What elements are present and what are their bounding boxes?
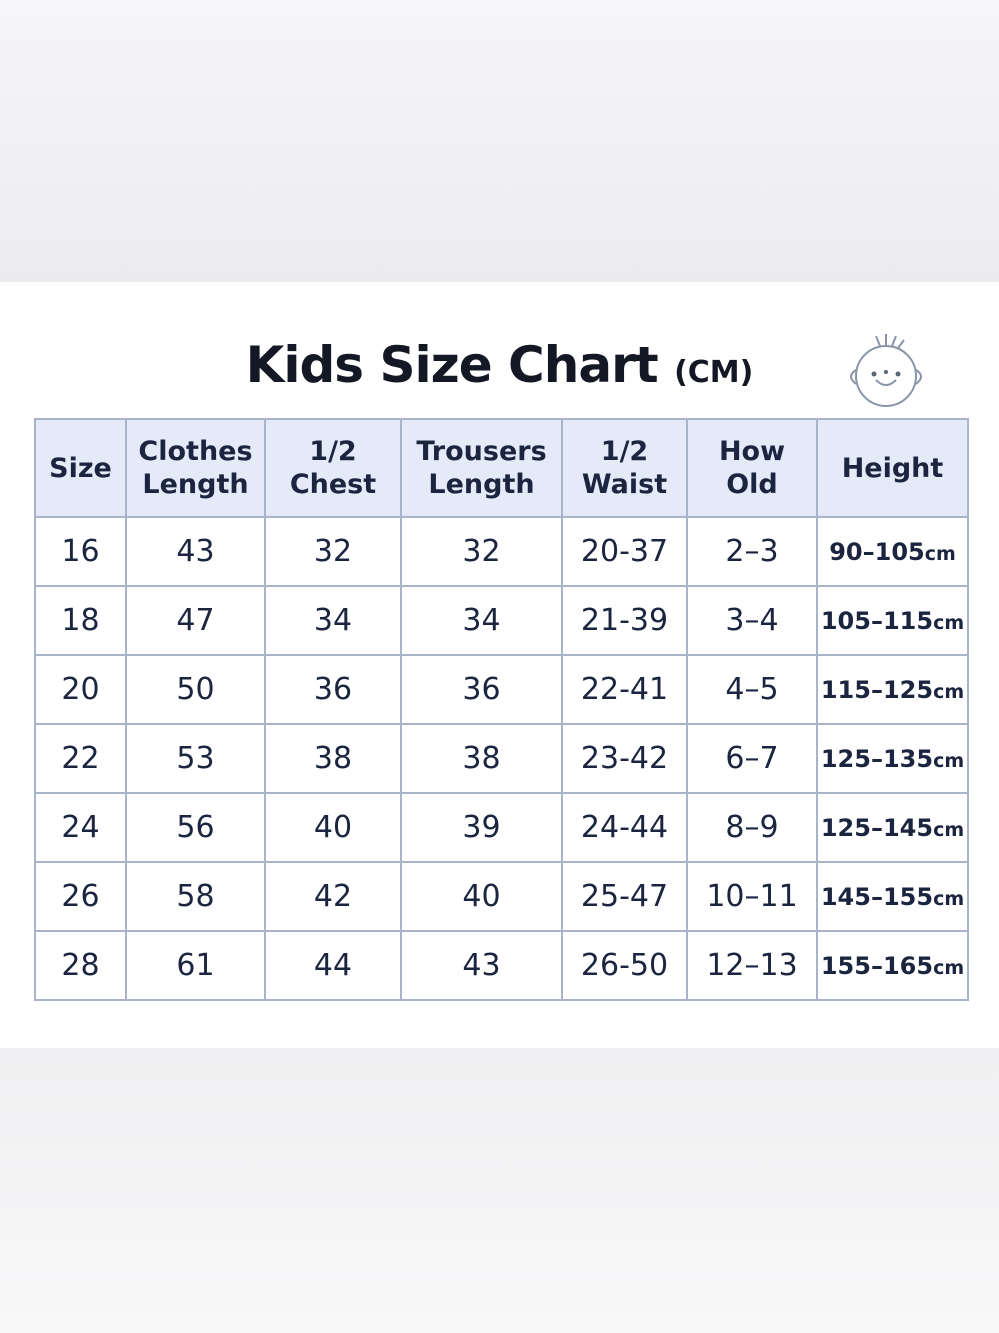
table-cell: 26: [34, 861, 127, 932]
header-line: Length: [428, 469, 535, 500]
column-header: Height: [816, 418, 969, 518]
table-cell: 44: [264, 930, 402, 1001]
height-range: 155–165: [820, 951, 934, 980]
table-cell: 16: [34, 516, 127, 587]
table-cell: 22-41: [561, 654, 688, 725]
table-cell: 43: [125, 516, 266, 587]
table-cell: 32: [264, 516, 402, 587]
table-cell: 36: [264, 654, 402, 725]
height-unit: cm: [933, 749, 965, 772]
header-line: Chest: [289, 469, 377, 500]
title: Kids Size Chart (CM): [0, 336, 999, 394]
column-header: 1/2 Chest: [264, 418, 402, 518]
table-row: 24 56 40 39 24-44 8–9 125–145cm: [34, 792, 969, 863]
table-cell: 36: [400, 654, 563, 725]
height-range: 125–135: [820, 744, 934, 773]
table-cell: 50: [125, 654, 266, 725]
table-cell: 32: [400, 516, 563, 587]
column-header: Size: [34, 418, 127, 518]
table-cell: 22: [34, 723, 127, 794]
table-cell: 3–4: [686, 585, 818, 656]
height-range: 90–105: [829, 537, 925, 566]
table-cell: 6–7: [686, 723, 818, 794]
height-range: 145–155: [820, 882, 934, 911]
column-header: How Old: [686, 418, 818, 518]
table-cell: 10–11: [686, 861, 818, 932]
table-row: 28 61 44 43 26-50 12–13 155–165cm: [34, 930, 969, 1001]
table-row: 18 47 34 34 21-39 3–4 105–115cm: [34, 585, 969, 656]
header-line: Waist: [581, 469, 668, 500]
height-range: 125–145: [820, 813, 934, 842]
column-header: 1/2 Waist: [561, 418, 688, 518]
table-row: 22 53 38 38 23-42 6–7 125–135cm: [34, 723, 969, 794]
table-cell: 38: [400, 723, 563, 794]
height-unit: cm: [933, 956, 965, 979]
table-cell: 40: [264, 792, 402, 863]
table-cell: 20: [34, 654, 127, 725]
column-header: Clothes Length: [125, 418, 266, 518]
table-cell: 34: [264, 585, 402, 656]
height-cell: 125–145cm: [816, 792, 969, 863]
title-text: Kids Size Chart: [245, 336, 659, 394]
table-cell: 42: [264, 861, 402, 932]
baby-icon: [850, 334, 922, 407]
header-line: 1/2: [309, 436, 357, 467]
table-cell: 39: [400, 792, 563, 863]
table-cell: 40: [400, 861, 563, 932]
table-cell: 24-44: [561, 792, 688, 863]
table-cell: 47: [125, 585, 266, 656]
table-cell: 23-42: [561, 723, 688, 794]
table-row: 16 43 32 32 20-37 2–3 90–105cm: [34, 516, 969, 587]
table-cell: 18: [34, 585, 127, 656]
table-cell: 21-39: [561, 585, 688, 656]
title-unit: (CM): [674, 355, 754, 390]
table-cell: 38: [264, 723, 402, 794]
height-unit: cm: [933, 818, 965, 841]
height-cell: 115–125cm: [816, 654, 969, 725]
table-cell: 8–9: [686, 792, 818, 863]
table-cell: 25-47: [561, 861, 688, 932]
height-unit: cm: [933, 887, 965, 910]
header-line: Clothes: [138, 436, 253, 467]
height-unit: cm: [933, 680, 965, 703]
header-row: Size Clothes Length 1/2 Chest Trousers Length 1…: [34, 418, 969, 518]
table-cell: 43: [400, 930, 563, 1001]
header-line: Old: [726, 469, 778, 500]
table-cell: 26-50: [561, 930, 688, 1001]
table-cell: 2–3: [686, 516, 818, 587]
table-cell: 20-37: [561, 516, 688, 587]
height-cell: 90–105cm: [816, 516, 969, 587]
header-line: How: [718, 436, 786, 467]
height-range: 115–125: [820, 675, 934, 704]
header-line: 1/2: [600, 436, 649, 467]
header-line: Height: [841, 452, 944, 484]
table-head: Size Clothes Length 1/2 Chest Trousers Length 1…: [34, 418, 969, 518]
table-row: 20 50 36 36 22-41 4–5 115–125cm: [34, 654, 969, 725]
table-row: 26 58 42 40 25-47 10–11 145–155cm: [34, 861, 969, 932]
table-cell: 53: [125, 723, 266, 794]
table-cell: 4–5: [686, 654, 818, 725]
height-cell: 105–115cm: [816, 585, 969, 656]
height-unit: cm: [933, 611, 965, 634]
table-cell: 28: [34, 930, 127, 1001]
table-body: 16 43 32 32 20-37 2–3 90–105cm 18 47 34 34 21-39 3–4…: [34, 516, 969, 1001]
table-cell: 56: [125, 792, 266, 863]
height-cell: 155–165cm: [816, 930, 969, 1001]
height-cell: 125–135cm: [816, 723, 969, 794]
height-unit: cm: [924, 542, 956, 565]
table-cell: 24: [34, 792, 127, 863]
table-cell: 12–13: [686, 930, 818, 1001]
height-cell: 145–155cm: [816, 861, 969, 932]
size-table: Size Clothes Length 1/2 Chest Trousers Length 1…: [34, 418, 969, 1001]
header-line: Length: [142, 469, 249, 500]
height-range: 105–115: [820, 606, 934, 635]
header-line: Size: [49, 452, 112, 484]
header-line: Trousers: [416, 436, 547, 467]
table-cell: 34: [400, 585, 563, 656]
table-cell: 58: [125, 861, 266, 932]
column-header: Trousers Length: [400, 418, 563, 518]
table-cell: 61: [125, 930, 266, 1001]
